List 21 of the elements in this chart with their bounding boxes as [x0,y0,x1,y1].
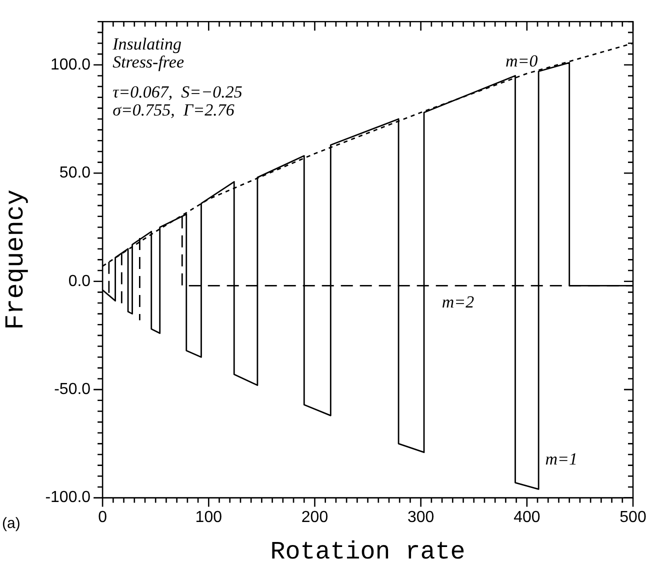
y-tick-label: 0.0 [68,272,91,290]
x-tick-label: 400 [514,508,540,526]
x-tick-label: 100 [195,508,222,526]
x-tick-label: 0 [98,508,108,526]
y-tick-label: -50.0 [54,380,91,398]
annotation: σ=0.755, Γ=2.76 [112,100,235,120]
annotation: Insulating [112,34,182,54]
y-axis-title: Frequency [0,189,30,330]
annotation: τ=0.067, S=−0.25 [112,82,242,102]
x-tick-label: 500 [620,508,646,526]
y-tick-label: -100.0 [45,489,91,506]
x-axis-title: Rotation rate [270,538,466,567]
x-tick-label: 300 [407,508,434,526]
series-label: m=0 [505,51,538,70]
y-tick-label: 50.0 [59,164,91,182]
annotation: Stress-free [112,52,184,72]
x-tick-label: 200 [301,508,328,526]
series-label: m=1 [545,449,578,468]
text: (a) [2,514,20,532]
series-label: m=2 [442,292,475,312]
y-tick-label: 100.0 [50,56,91,74]
